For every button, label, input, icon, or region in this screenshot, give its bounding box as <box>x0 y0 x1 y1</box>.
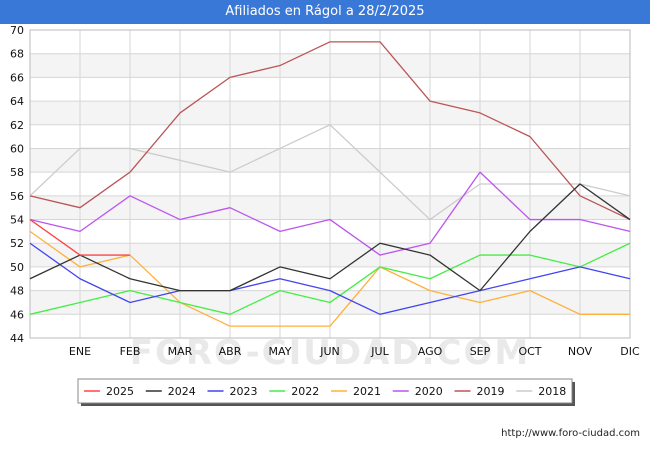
x-tick-label: AGO <box>418 345 443 358</box>
y-tick-label: 50 <box>10 261 24 274</box>
legend-label-2018: 2018 <box>538 385 566 398</box>
series-line-2020 <box>29 171 631 256</box>
legend: 2025 2024 2023 2022 2021 2020 2019 2018 <box>77 378 575 406</box>
legend-label-2022: 2022 <box>291 385 319 398</box>
x-tick-label: ABR <box>219 345 242 358</box>
y-tick-label: 70 <box>10 24 24 37</box>
y-tick-label: 62 <box>10 119 24 132</box>
x-tick-label: JUL <box>370 345 389 358</box>
x-tick-label: JUN <box>319 345 340 358</box>
x-tick-label: SEP <box>470 345 491 358</box>
y-tick-label: 66 <box>10 71 24 84</box>
y-tick-label: 52 <box>10 237 24 250</box>
legend-label-2019: 2019 <box>477 385 505 398</box>
series-line-2025 <box>29 219 130 256</box>
chart-title: Afiliados en Rágol a 28/2/2025 <box>0 0 650 24</box>
legend-label-2025: 2025 <box>106 385 134 398</box>
legend-label-2020: 2020 <box>415 385 443 398</box>
y-tick-label: 58 <box>10 166 24 179</box>
y-tick-label: 56 <box>10 190 24 203</box>
y-tick-label: 44 <box>10 332 24 345</box>
y-tick-label: 64 <box>10 95 24 108</box>
x-tick-label: NOV <box>568 345 593 358</box>
plot-border <box>29 29 631 339</box>
watermark: FORO-CIUDAD.COM <box>130 333 531 373</box>
legend-label-2021: 2021 <box>353 385 381 398</box>
series-lines <box>29 41 631 327</box>
y-tick-label: 60 <box>10 142 24 155</box>
x-tick-labels: ENE FEB MAR ABR MAY JUN JUL AGO SEP OCT NOV DIC <box>69 345 640 358</box>
y-tick-label: 54 <box>10 214 24 227</box>
legend-label-2023: 2023 <box>230 385 258 398</box>
x-tick-label: FEB <box>120 345 141 358</box>
x-tick-label: OCT <box>518 345 541 358</box>
x-tick-label: MAR <box>168 345 193 358</box>
y-tick-labels: 44 46 48 50 52 54 56 58 60 62 64 66 68 70 <box>10 24 24 345</box>
series-line-2019 <box>29 41 631 221</box>
series-line-2018 <box>29 124 631 221</box>
y-tick-label: 68 <box>10 48 24 61</box>
legend-label-2024: 2024 <box>168 385 196 398</box>
x-tick-label: MAY <box>269 345 292 358</box>
y-tick-label: 46 <box>10 308 24 321</box>
source-link[interactable]: http://www.foro-ciudad.com <box>501 428 640 439</box>
series-line-2023 <box>29 242 631 315</box>
x-tick-label: ENE <box>69 345 91 358</box>
y-tick-label: 48 <box>10 285 24 298</box>
series-line-2022 <box>29 242 631 315</box>
x-tick-label: DIC <box>620 345 640 358</box>
series-line-2024 <box>29 183 631 292</box>
